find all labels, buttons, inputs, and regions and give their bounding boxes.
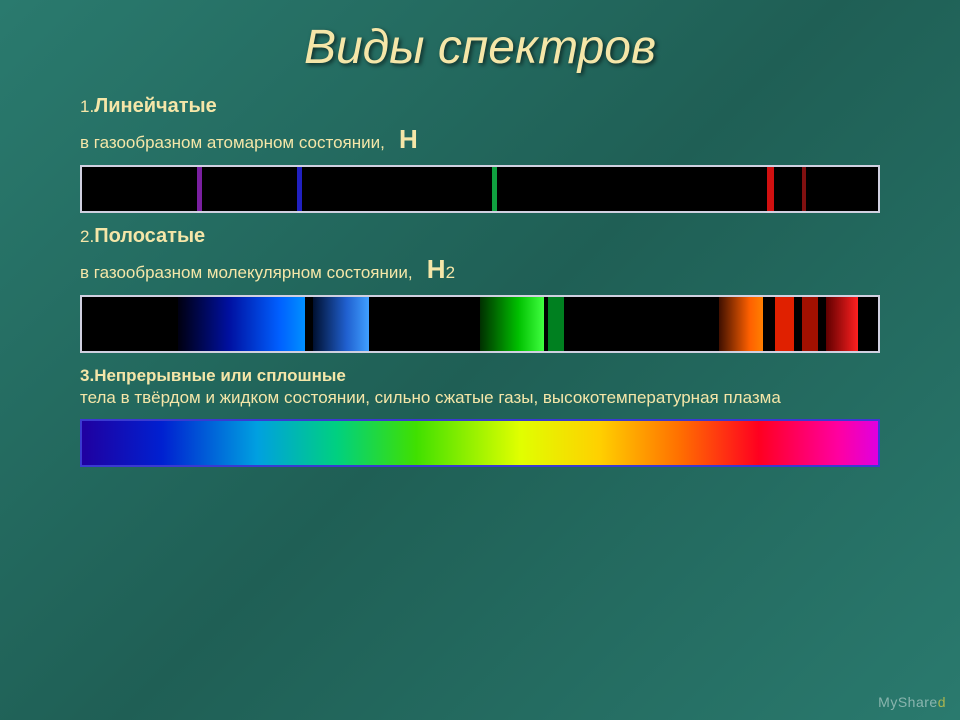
spectral-band: [313, 297, 369, 351]
section1-subtext: в газообразном атомарном состоянии, Н: [80, 124, 880, 155]
spectral-band: [480, 297, 544, 351]
watermark: MyShared: [878, 694, 946, 710]
spectral-band: [802, 297, 818, 351]
section2-heading: 2.Полосатые: [80, 225, 880, 248]
spectral-line: [197, 167, 202, 211]
section-line-spectra: 1.Линейчатые в газообразном атомарном со…: [0, 95, 960, 213]
spectral-line: [297, 167, 302, 211]
section1-number: 1.: [80, 97, 94, 116]
section1-heading-text: Линейчатые: [94, 95, 217, 117]
band-spectrum: [80, 295, 880, 353]
section1-heading: 1.Линейчатые: [80, 95, 880, 118]
section3-heading-text: Непрерывные или сплошные: [94, 366, 346, 385]
section-continuous-spectra: 3.Непрерывные или сплошные тела в твёрдо…: [0, 365, 960, 467]
section1-element: Н: [399, 124, 418, 154]
watermark-pre: MyShare: [878, 694, 938, 710]
section2-number: 2.: [80, 227, 94, 246]
section2-element: Н: [427, 254, 446, 284]
continuous-spectrum: [80, 419, 880, 467]
slide: Виды спектров 1.Линейчатые в газообразно…: [0, 0, 960, 720]
spectral-line: [492, 167, 497, 211]
section3-heading: 3.Непрерывные или сплошные тела в твёрдо…: [80, 365, 880, 409]
section1-subtext-prefix: в газообразном атомарном состоянии,: [80, 133, 385, 152]
spectral-band: [719, 297, 763, 351]
spectral-band: [178, 297, 305, 351]
spectral-line: [767, 167, 774, 211]
spectral-band: [775, 297, 795, 351]
section2-element-sub: 2: [446, 263, 455, 282]
section3-number: 3.: [80, 366, 94, 385]
line-spectrum: [80, 165, 880, 213]
section3-body: тела в твёрдом и жидком состоянии, сильн…: [80, 388, 781, 407]
spectral-line: [802, 167, 806, 211]
section2-subtext-prefix: в газообразном молекулярном состоянии,: [80, 263, 413, 282]
spectral-band: [826, 297, 858, 351]
section2-subtext: в газообразном молекулярном состоянии, Н…: [80, 254, 880, 285]
section-band-spectra: 2.Полосатые в газообразном молекулярном …: [0, 225, 960, 353]
slide-title: Виды спектров: [0, 20, 960, 75]
section2-heading-text: Полосатые: [94, 225, 205, 247]
spectral-band: [548, 297, 564, 351]
watermark-last: d: [938, 694, 946, 710]
